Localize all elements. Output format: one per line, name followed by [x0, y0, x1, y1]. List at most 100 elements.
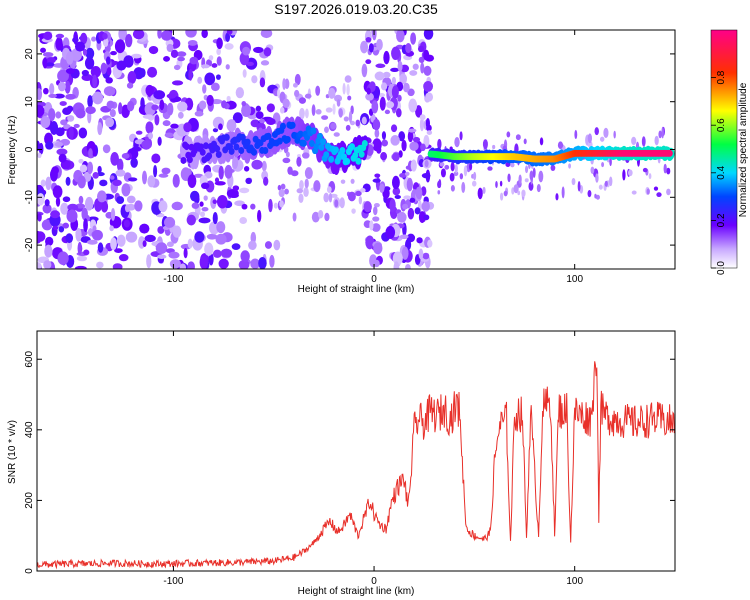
noise-blob	[62, 222, 70, 229]
noise-blob	[427, 239, 433, 248]
noise-blob	[396, 30, 405, 43]
noise-blob	[92, 91, 104, 105]
noise-blob	[226, 188, 239, 198]
noise-blob	[401, 139, 407, 152]
noise-blob	[112, 179, 122, 187]
noise-blob	[419, 114, 426, 121]
noise-blob	[53, 225, 59, 231]
noise-blob	[92, 172, 99, 179]
noise-blob	[103, 86, 116, 97]
noise-blob	[96, 261, 104, 269]
noise-blob	[653, 186, 659, 191]
spectrogram-ylabel: Frequency (Hz)	[7, 116, 18, 185]
ridge-core	[310, 127, 317, 135]
noise-blob	[373, 259, 380, 268]
noise-blob	[183, 122, 192, 133]
noise-blob	[294, 89, 300, 98]
noise-blob	[37, 152, 42, 159]
noise-blob	[405, 263, 411, 269]
noise-blob	[58, 153, 67, 163]
noise-blob	[55, 196, 61, 207]
noise-blob	[574, 129, 578, 140]
noise-blob	[141, 139, 152, 150]
noise-blob	[646, 188, 650, 195]
noise-blob	[397, 94, 402, 102]
noise-blob	[118, 253, 129, 262]
noise-blob	[97, 165, 102, 174]
noise-blob	[159, 99, 165, 111]
noise-blob	[208, 252, 214, 266]
noise-blob	[420, 62, 425, 74]
noise-blob	[603, 127, 609, 138]
noise-blob	[116, 60, 127, 71]
noise-blob	[187, 174, 197, 189]
noise-blob	[132, 30, 145, 40]
noise-blob	[147, 66, 158, 78]
noise-blob	[65, 233, 74, 244]
noise-blob	[49, 121, 59, 135]
noise-blob	[550, 164, 556, 172]
noise-blob	[336, 99, 341, 107]
noise-blob	[224, 43, 234, 50]
noise-blob	[177, 56, 185, 62]
noise-blob	[169, 259, 181, 269]
ridge-core	[361, 139, 368, 147]
noise-blob	[666, 167, 671, 175]
noise-blob	[78, 158, 84, 164]
colorbar-tick-label: 0.0	[716, 261, 727, 275]
noise-blob	[99, 179, 108, 187]
noise-blob	[211, 63, 218, 68]
noise-blob	[343, 116, 349, 122]
noise-blob	[126, 82, 134, 89]
noise-blob	[202, 84, 207, 94]
noise-blob	[389, 198, 396, 213]
noise-blob	[225, 32, 231, 43]
noise-blob	[151, 153, 161, 164]
noise-blob	[372, 216, 380, 222]
noise-blob	[409, 141, 419, 151]
noise-blob	[226, 95, 231, 102]
snr-ylabel: SNR (10 * v/v)	[7, 420, 18, 484]
ridge-core	[308, 139, 315, 147]
noise-blob	[407, 130, 414, 143]
noise-blob	[517, 190, 521, 196]
spectrogram-heatmap	[37, 30, 675, 269]
noise-blob	[402, 82, 410, 93]
noise-blob	[399, 172, 407, 178]
noise-blob	[365, 36, 372, 43]
snr-panel: -100 0 100 0 200 400 600 Height of straight li…	[7, 330, 676, 597]
colorbar-tick-label: 0.4	[716, 165, 727, 179]
noise-blob	[42, 57, 48, 69]
x-tick-label: 100	[566, 274, 583, 285]
noise-blob	[224, 164, 233, 179]
noise-blob	[245, 177, 252, 185]
noise-blob	[54, 141, 64, 147]
noise-blob	[381, 131, 387, 140]
noise-blob	[409, 197, 416, 203]
noise-blob	[177, 111, 184, 119]
noise-blob	[212, 199, 217, 205]
noise-blob	[359, 188, 366, 193]
noise-blob	[43, 87, 49, 95]
snr-ticks: -100 0 100 0 200 400 600	[24, 331, 675, 587]
noise-blob	[385, 225, 396, 239]
noise-blob	[218, 165, 224, 180]
noise-blob	[372, 118, 381, 131]
noise-blob	[187, 39, 198, 46]
noise-blob	[121, 183, 131, 197]
noise-blob	[601, 161, 605, 168]
noise-blob	[365, 235, 375, 250]
noise-blob	[264, 241, 272, 249]
noise-blob	[142, 170, 148, 185]
noise-blob	[53, 93, 65, 99]
noise-blob	[154, 114, 160, 126]
noise-blob	[40, 47, 46, 53]
noise-blob	[568, 163, 571, 169]
noise-blob	[311, 211, 320, 223]
noise-blob	[350, 178, 355, 184]
noise-blob	[242, 46, 251, 56]
noise-blob	[374, 128, 380, 138]
noise-blob	[218, 258, 229, 269]
noise-blob	[266, 118, 276, 125]
